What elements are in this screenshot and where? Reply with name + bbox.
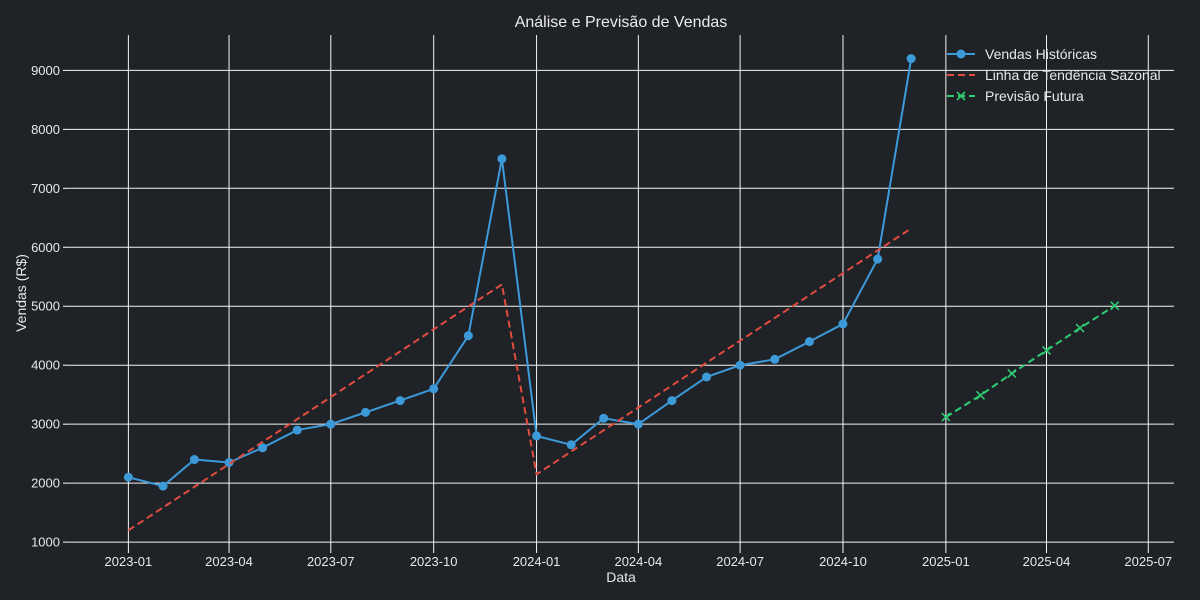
y-tick-label: 6000: [31, 240, 60, 255]
data-point: [633, 419, 643, 429]
x-tick-label: 2025-07: [1124, 554, 1172, 569]
series-3: [941, 301, 1120, 422]
data-point: [1007, 368, 1017, 379]
series-2: [127, 227, 912, 532]
data-point: [1041, 345, 1052, 356]
grid: [68, 35, 1174, 548]
data-point: [429, 384, 439, 394]
x-tick-label: 2023-01: [105, 554, 153, 569]
x-axis-title: Data: [606, 569, 636, 585]
y-tick-label: 7000: [31, 181, 60, 196]
y-tick-label: 5000: [31, 299, 60, 314]
data-point: [873, 254, 883, 264]
data-point: [906, 54, 916, 64]
data-point: [463, 331, 473, 341]
x-tick-label: 2024-01: [513, 554, 561, 569]
x-tick-label: 2023-04: [205, 554, 253, 569]
series-line: [945, 304, 1116, 418]
data-point: [497, 154, 507, 164]
legend-marker: [956, 49, 966, 59]
series-line: [127, 227, 912, 532]
data-point: [667, 396, 677, 406]
x-tick-label: 2023-10: [410, 554, 458, 569]
legend-label: Linha de Tendência Sazonal: [985, 67, 1161, 83]
legend-item: Vendas Históricas: [947, 46, 1097, 62]
data-point: [224, 458, 234, 467]
data-point: [532, 431, 542, 441]
plot-area: [123, 54, 1120, 532]
series-line: [128, 58, 913, 488]
x-tick-label: 2025-04: [1023, 554, 1071, 569]
data-point: [770, 354, 780, 364]
data-point: [941, 412, 951, 422]
y-axis: 1000 2000 3000 4000 5000 6000 7000 8000 9000: [31, 63, 68, 550]
data-point: [123, 472, 133, 482]
data-point: [292, 425, 302, 435]
x-tick-label: 2024-07: [716, 554, 764, 569]
data-point: [158, 481, 168, 491]
y-tick-label: 8000: [31, 122, 60, 137]
data-point: [326, 419, 336, 429]
data-point: [566, 440, 576, 450]
data-point: [702, 372, 712, 382]
data-point: [1110, 301, 1120, 311]
data-point: [258, 443, 268, 453]
data-point: [838, 319, 848, 329]
data-point: [975, 390, 986, 400]
x-tick-label: 2023-07: [307, 554, 355, 569]
legend-marker: [956, 91, 966, 101]
y-tick-label: 3000: [31, 417, 60, 432]
x-tick-label: 2025-01: [922, 554, 970, 569]
legend-label: Previsão Futura: [985, 88, 1084, 104]
legend-item: Linha de Tendência Sazonal: [947, 67, 1161, 83]
data-point: [189, 455, 199, 465]
x-tick-label: 2024-10: [819, 554, 867, 569]
data-point: [360, 407, 370, 417]
y-tick-label: 2000: [31, 476, 60, 491]
x-axis: 2023-01 2023-04 2023-07 2023-10 2024-01 2024-…: [105, 548, 1172, 569]
data-point: [599, 413, 609, 423]
legend: Vendas Históricas Linha de Tendência Sazo…: [947, 46, 1161, 104]
data-point: [395, 396, 405, 406]
legend-label: Vendas Históricas: [985, 46, 1097, 62]
y-tick-label: 4000: [31, 358, 60, 373]
data-point: [1075, 323, 1085, 333]
legend-item: Previsão Futura: [947, 88, 1084, 104]
data-point: [804, 337, 814, 347]
chart-title: Análise e Previsão de Vendas: [515, 14, 728, 31]
data-point: [735, 360, 745, 370]
y-tick-label: 9000: [31, 63, 60, 78]
x-tick-label: 2024-04: [614, 554, 662, 569]
y-tick-label: 1000: [31, 535, 60, 550]
series-1: [123, 54, 916, 491]
y-axis-title: Vendas (R$): [13, 254, 29, 332]
